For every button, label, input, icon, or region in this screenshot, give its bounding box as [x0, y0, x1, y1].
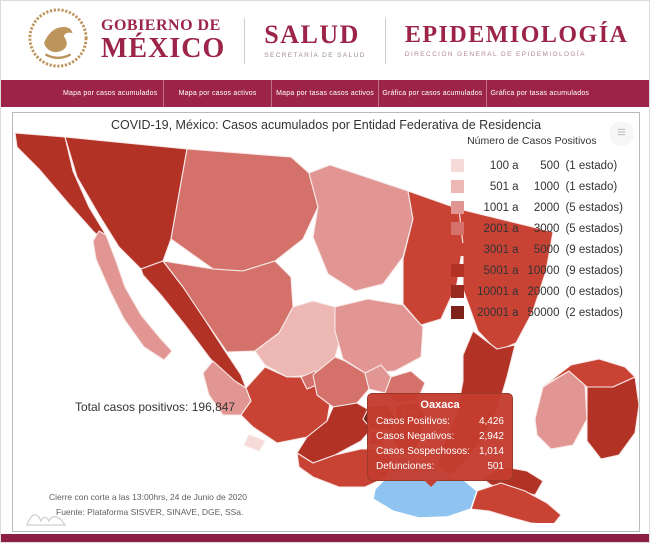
legend-range-from: 501 [489, 180, 510, 193]
state-chihuahua[interactable] [170, 148, 319, 272]
state-colima[interactable] [243, 434, 266, 452]
nav-grafica-tasas-acumulados[interactable]: Gráfica por tasas acumulados [485, 80, 593, 107]
tooltip-value: 1,014 [478, 446, 504, 457]
state-san-luis-potosi[interactable] [334, 298, 424, 374]
legend-range-to: 50000 [527, 306, 560, 319]
legend-swatch-icon [451, 222, 465, 235]
legend-row[interactable]: 3001 a 5000 (9 estados) [451, 239, 623, 260]
legend-range-to: 5000 [533, 243, 560, 256]
salud-title: SALUD [264, 20, 360, 49]
legend-title: Número de Casos Positivos [467, 135, 597, 147]
legend-range-sep: a [512, 243, 519, 256]
legend-row[interactable]: 10001 a 20000 (0 estados) [451, 281, 623, 302]
legend-range-sep: a [512, 159, 519, 172]
footer-accent-bar [1, 534, 649, 542]
header-divider [244, 17, 246, 64]
state-chiapas[interactable] [470, 482, 562, 523]
nav-grafica-casos-acumulados[interactable]: Gráfica por casos acumulados [378, 80, 485, 107]
legend-state-count: (9 estados) [565, 264, 623, 277]
tooltip-label: Casos Positivos: [376, 416, 450, 427]
brand-line2: MÉXICO [101, 33, 226, 65]
mexico-choropleth-map [14, 132, 640, 523]
legend-state-count: (1 estado) [565, 159, 618, 172]
legend-swatch-icon [451, 201, 465, 214]
legend-state-count: (2 estados) [565, 306, 623, 319]
legend-row[interactable]: 100 a 500 (1 estado) [451, 155, 623, 176]
state-tooltip: Oaxaca Casos Positivos: 4,426 Casos Negat… [367, 393, 513, 487]
legend-range-to: 3000 [533, 222, 560, 235]
legend-swatch-icon [451, 243, 465, 256]
chart-footer: Cierre con corte a las 13:00hrs, 24 de J… [49, 490, 247, 520]
legend-state-count: (5 estados) [565, 222, 623, 235]
legend-swatch-icon [451, 285, 465, 298]
legend-range-sep: a [512, 222, 519, 235]
header-divider [384, 17, 386, 64]
legend-state-count: (1 estado) [565, 180, 618, 193]
legend-range-from: 10001 [477, 285, 510, 298]
legend-row[interactable]: 1001 a 2000 (5 estados) [451, 197, 623, 218]
chart-title: COVID-19, México: Casos acumulados por E… [110, 118, 542, 132]
map-legend: Número de Casos Positivos 100 a 500 (1 est… [451, 135, 623, 323]
state-coahuila[interactable] [308, 164, 414, 292]
salud-block: SALUD SECRETARÍA DE SALUD [264, 20, 366, 60]
legend-range-to: 500 [540, 159, 560, 172]
tooltip-state-name: Oaxaca [420, 399, 460, 411]
legend-range-from: 3001 [483, 243, 510, 256]
legend-range-sep: a [512, 285, 519, 298]
legend-row[interactable]: 2001 a 3000 (5 estados) [451, 218, 623, 239]
legend-state-count: (5 estados) [565, 201, 623, 214]
state-quintana-roo[interactable] [586, 376, 640, 460]
nav-mapa-tasas-casos-activos[interactable]: Mapa por tasas casos activos [270, 80, 378, 107]
legend-range-to: 20000 [527, 285, 560, 298]
legend-row[interactable]: 20001 a 50000 (2 estados) [451, 302, 623, 323]
header: GOBIERNO DE MÉXICO SALUD SECRETARÍA DE S… [1, 1, 649, 80]
mexico-seal-icon [27, 7, 89, 74]
tooltip-label: Casos Negativos: [376, 431, 455, 442]
legend-range-to: 10000 [527, 264, 560, 277]
legend-range-from: 20001 [477, 306, 510, 319]
legend-range-from: 2001 [483, 222, 510, 235]
legend-row[interactable]: 501 a 1000 (1 estado) [451, 176, 623, 197]
salud-subtitle: SECRETARÍA DE SALUD [264, 52, 366, 59]
chart-panel: COVID-19, México: Casos acumulados por E… [12, 112, 640, 532]
brand-line1: GOBIERNO DE [101, 16, 221, 34]
legend-range-sep: a [512, 180, 519, 193]
epidemiologia-block: EPIDEMIOLOGÍA DIRECCIÓN GENERAL DE EPIDE… [405, 23, 629, 58]
legend-range-sep: a [512, 201, 519, 214]
chart-context-menu-button[interactable]: ≡ [609, 121, 634, 146]
nav-mapa-casos-activos[interactable]: Mapa por casos activos [163, 80, 270, 107]
legend-swatch-icon [451, 264, 465, 277]
epidemiologia-title: EPIDEMIOLOGÍA [404, 22, 629, 48]
tooltip-value: 501 [487, 461, 504, 472]
nav-bar: Mapa por casos acumulados Mapa por casos… [1, 80, 649, 107]
epidemiologia-subtitle: DIRECCIÓN GENERAL DE EPIDEMIOLOGÍA [404, 51, 586, 58]
legend-range-sep: a [512, 306, 519, 319]
mountains-watermark-icon [26, 514, 67, 526]
legend-swatch-icon [451, 180, 465, 193]
nav-mapa-casos-acumulados[interactable]: Mapa por casos acumulados [62, 90, 158, 97]
legend-row[interactable]: 5001 a 10000 (9 estados) [451, 260, 623, 281]
legend-state-count: (9 estados) [565, 243, 623, 256]
brand-gobierno-de-mexico: GOBIERNO DE MÉXICO [101, 16, 226, 65]
tooltip-value: 2,942 [478, 431, 504, 442]
cutoff-date-text: Cierre con corte a las 13:00hrs, 24 de J… [49, 492, 247, 503]
legend-range-from: 100 [489, 159, 510, 172]
state-campeche[interactable] [534, 370, 588, 450]
legend-range-from: 1001 [483, 201, 510, 214]
legend-range-to: 1000 [533, 180, 560, 193]
legend-range-from: 5001 [483, 264, 510, 277]
source-text: Fuente: Plataforma SISVER, SINAVE, DGE, … [56, 507, 244, 518]
legend-range-sep: a [512, 264, 519, 277]
tooltip-label: Casos Sospechosos: [376, 446, 470, 457]
legend-swatch-icon [451, 159, 465, 172]
legend-swatch-icon [451, 306, 465, 319]
tooltip-value: 4,426 [478, 416, 504, 427]
total-cases-label: Total casos positivos: 196,847 [75, 400, 236, 414]
legend-state-count: (0 estados) [565, 285, 623, 298]
legend-range-to: 2000 [533, 201, 560, 214]
tooltip-label: Defunciones: [376, 461, 435, 472]
state-baja-california-sur[interactable] [92, 230, 173, 361]
